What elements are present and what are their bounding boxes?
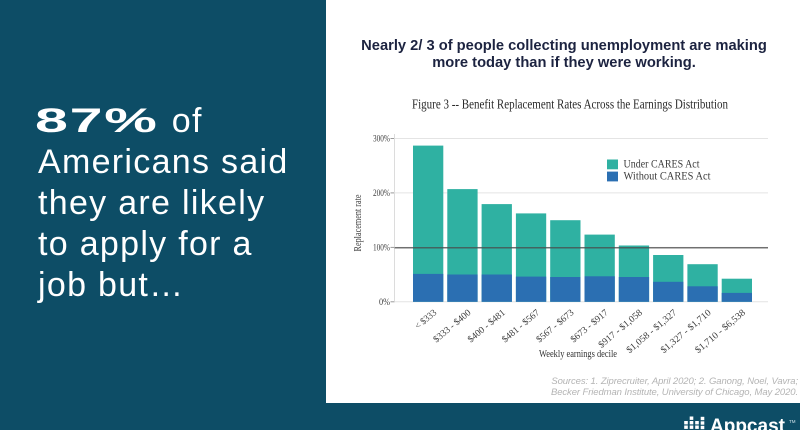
svg-text:Replacement rate: Replacement rate	[353, 194, 364, 251]
svg-text:Weekly earnings decile: Weekly earnings decile	[539, 349, 617, 360]
svg-text:0%: 0%	[379, 298, 390, 308]
svg-text:200%: 200%	[373, 189, 390, 199]
svg-text:100%: 100%	[373, 244, 390, 254]
svg-text:< $333: < $333	[413, 307, 439, 332]
svg-text:Without CARES Act: Without CARES Act	[624, 171, 712, 183]
svg-text:300%: 300%	[373, 135, 390, 145]
svg-text:Figure 3 -- Benefit Replacemen: Figure 3 -- Benefit Replacement Rates Ac…	[412, 98, 728, 113]
svg-text:Under CARES Act: Under CARES Act	[624, 159, 701, 171]
